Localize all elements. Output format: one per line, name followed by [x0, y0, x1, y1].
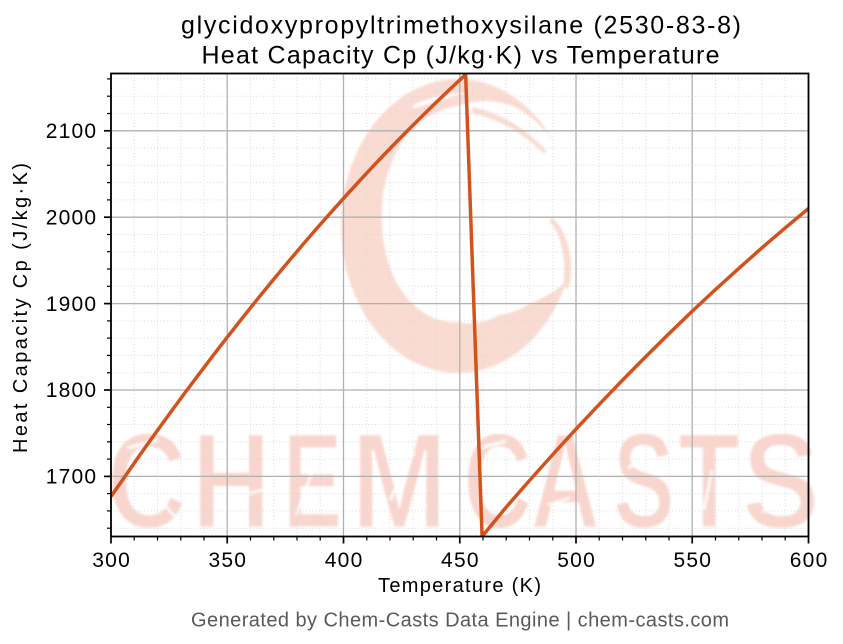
svg-text:600: 600 — [790, 549, 828, 572]
svg-text:S: S — [613, 405, 675, 558]
svg-text:Generated by Chem-Casts Data E: Generated by Chem-Casts Data Engine | ch… — [191, 610, 729, 632]
svg-text:C: C — [107, 405, 187, 558]
svg-text:Heat Capacity Cp (J/kg·K): Heat Capacity Cp (J/kg·K) — [10, 163, 32, 453]
svg-text:Heat Capacity Cp (J/kg·K) vs T: Heat Capacity Cp (J/kg·K) vs Temperature — [202, 42, 720, 70]
svg-text:glycidoxypropyltrimethoxysilan: glycidoxypropyltrimethoxysilane (2530-83… — [181, 12, 741, 40]
svg-text:450: 450 — [441, 549, 479, 572]
svg-text:E: E — [283, 405, 343, 558]
svg-text:1700: 1700 — [46, 466, 96, 489]
svg-text:500: 500 — [557, 549, 595, 572]
svg-text:2000: 2000 — [46, 206, 96, 229]
svg-text:A: A — [530, 405, 600, 558]
svg-text:H: H — [192, 405, 271, 558]
svg-text:350: 350 — [208, 549, 246, 572]
svg-text:Temperature (K): Temperature (K) — [378, 575, 541, 597]
svg-text:C: C — [463, 405, 532, 558]
svg-text:550: 550 — [673, 549, 711, 572]
svg-text:400: 400 — [325, 549, 363, 572]
svg-text:300: 300 — [92, 549, 130, 572]
svg-text:1900: 1900 — [46, 293, 96, 316]
svg-text:1800: 1800 — [46, 379, 96, 402]
svg-text:2100: 2100 — [46, 120, 96, 143]
